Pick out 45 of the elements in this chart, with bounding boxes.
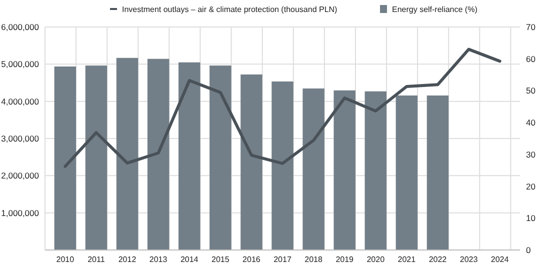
x-tick-label: 2014 (180, 255, 199, 264)
bar (426, 95, 449, 250)
y-tick-label: 5,000,000 (1, 59, 40, 70)
y-tick-label: 4,000,000 (1, 96, 40, 106)
bar (240, 74, 262, 250)
bar (54, 66, 76, 250)
x-tick-label: 2011 (88, 255, 106, 264)
x-tick-label: 2019 (336, 255, 354, 264)
y2-tick-label: 40 (526, 118, 536, 128)
x-tick-label: 2010 (56, 255, 75, 264)
x-tick-label: 2013 (149, 255, 168, 264)
y2-tick-label: 30 (526, 149, 536, 160)
y-tick-label: 2,000,000 (1, 170, 40, 181)
x-tick-label: 2023 (460, 255, 478, 264)
bar (178, 62, 200, 250)
x-tick-label: 2021 (398, 255, 416, 264)
x-tick-label: 2022 (428, 255, 448, 264)
y2-tick-label: 0 (526, 245, 531, 255)
bar (272, 81, 294, 250)
x-tick-label: 2017 (274, 255, 292, 264)
y2-tick-label: 10 (526, 213, 536, 224)
bar (302, 88, 324, 250)
bar (116, 58, 138, 250)
y2-tick-label: 60 (526, 54, 536, 64)
x-tick-label: 2016 (242, 255, 261, 264)
bar (147, 58, 170, 250)
x-tick-label: 2018 (304, 255, 323, 264)
x-tick-label: 2012 (118, 255, 137, 264)
x-tick-label: 2024 (490, 255, 510, 264)
legend-label: Energy self-reliance (%) (392, 5, 478, 14)
y2-tick-label: 20 (526, 181, 536, 192)
y-tick-label: 3,000,000 (1, 134, 40, 144)
x-tick-label: 2020 (366, 255, 386, 264)
bar (396, 95, 418, 250)
bar (334, 90, 356, 250)
y2-tick-label: 70 (526, 22, 536, 32)
x-tick-label: 2015 (212, 255, 230, 264)
y-tick-label: 1,000,000 (1, 208, 40, 218)
legend-label: Investment outlays – air & climate protection (thousand PLN) (122, 5, 338, 14)
bar (210, 66, 232, 250)
bar (85, 66, 108, 250)
line-series (64, 48, 502, 168)
bar (364, 91, 387, 250)
y-tick-label: 6,000,000 (1, 22, 40, 32)
y2-tick-label: 50 (526, 86, 536, 96)
